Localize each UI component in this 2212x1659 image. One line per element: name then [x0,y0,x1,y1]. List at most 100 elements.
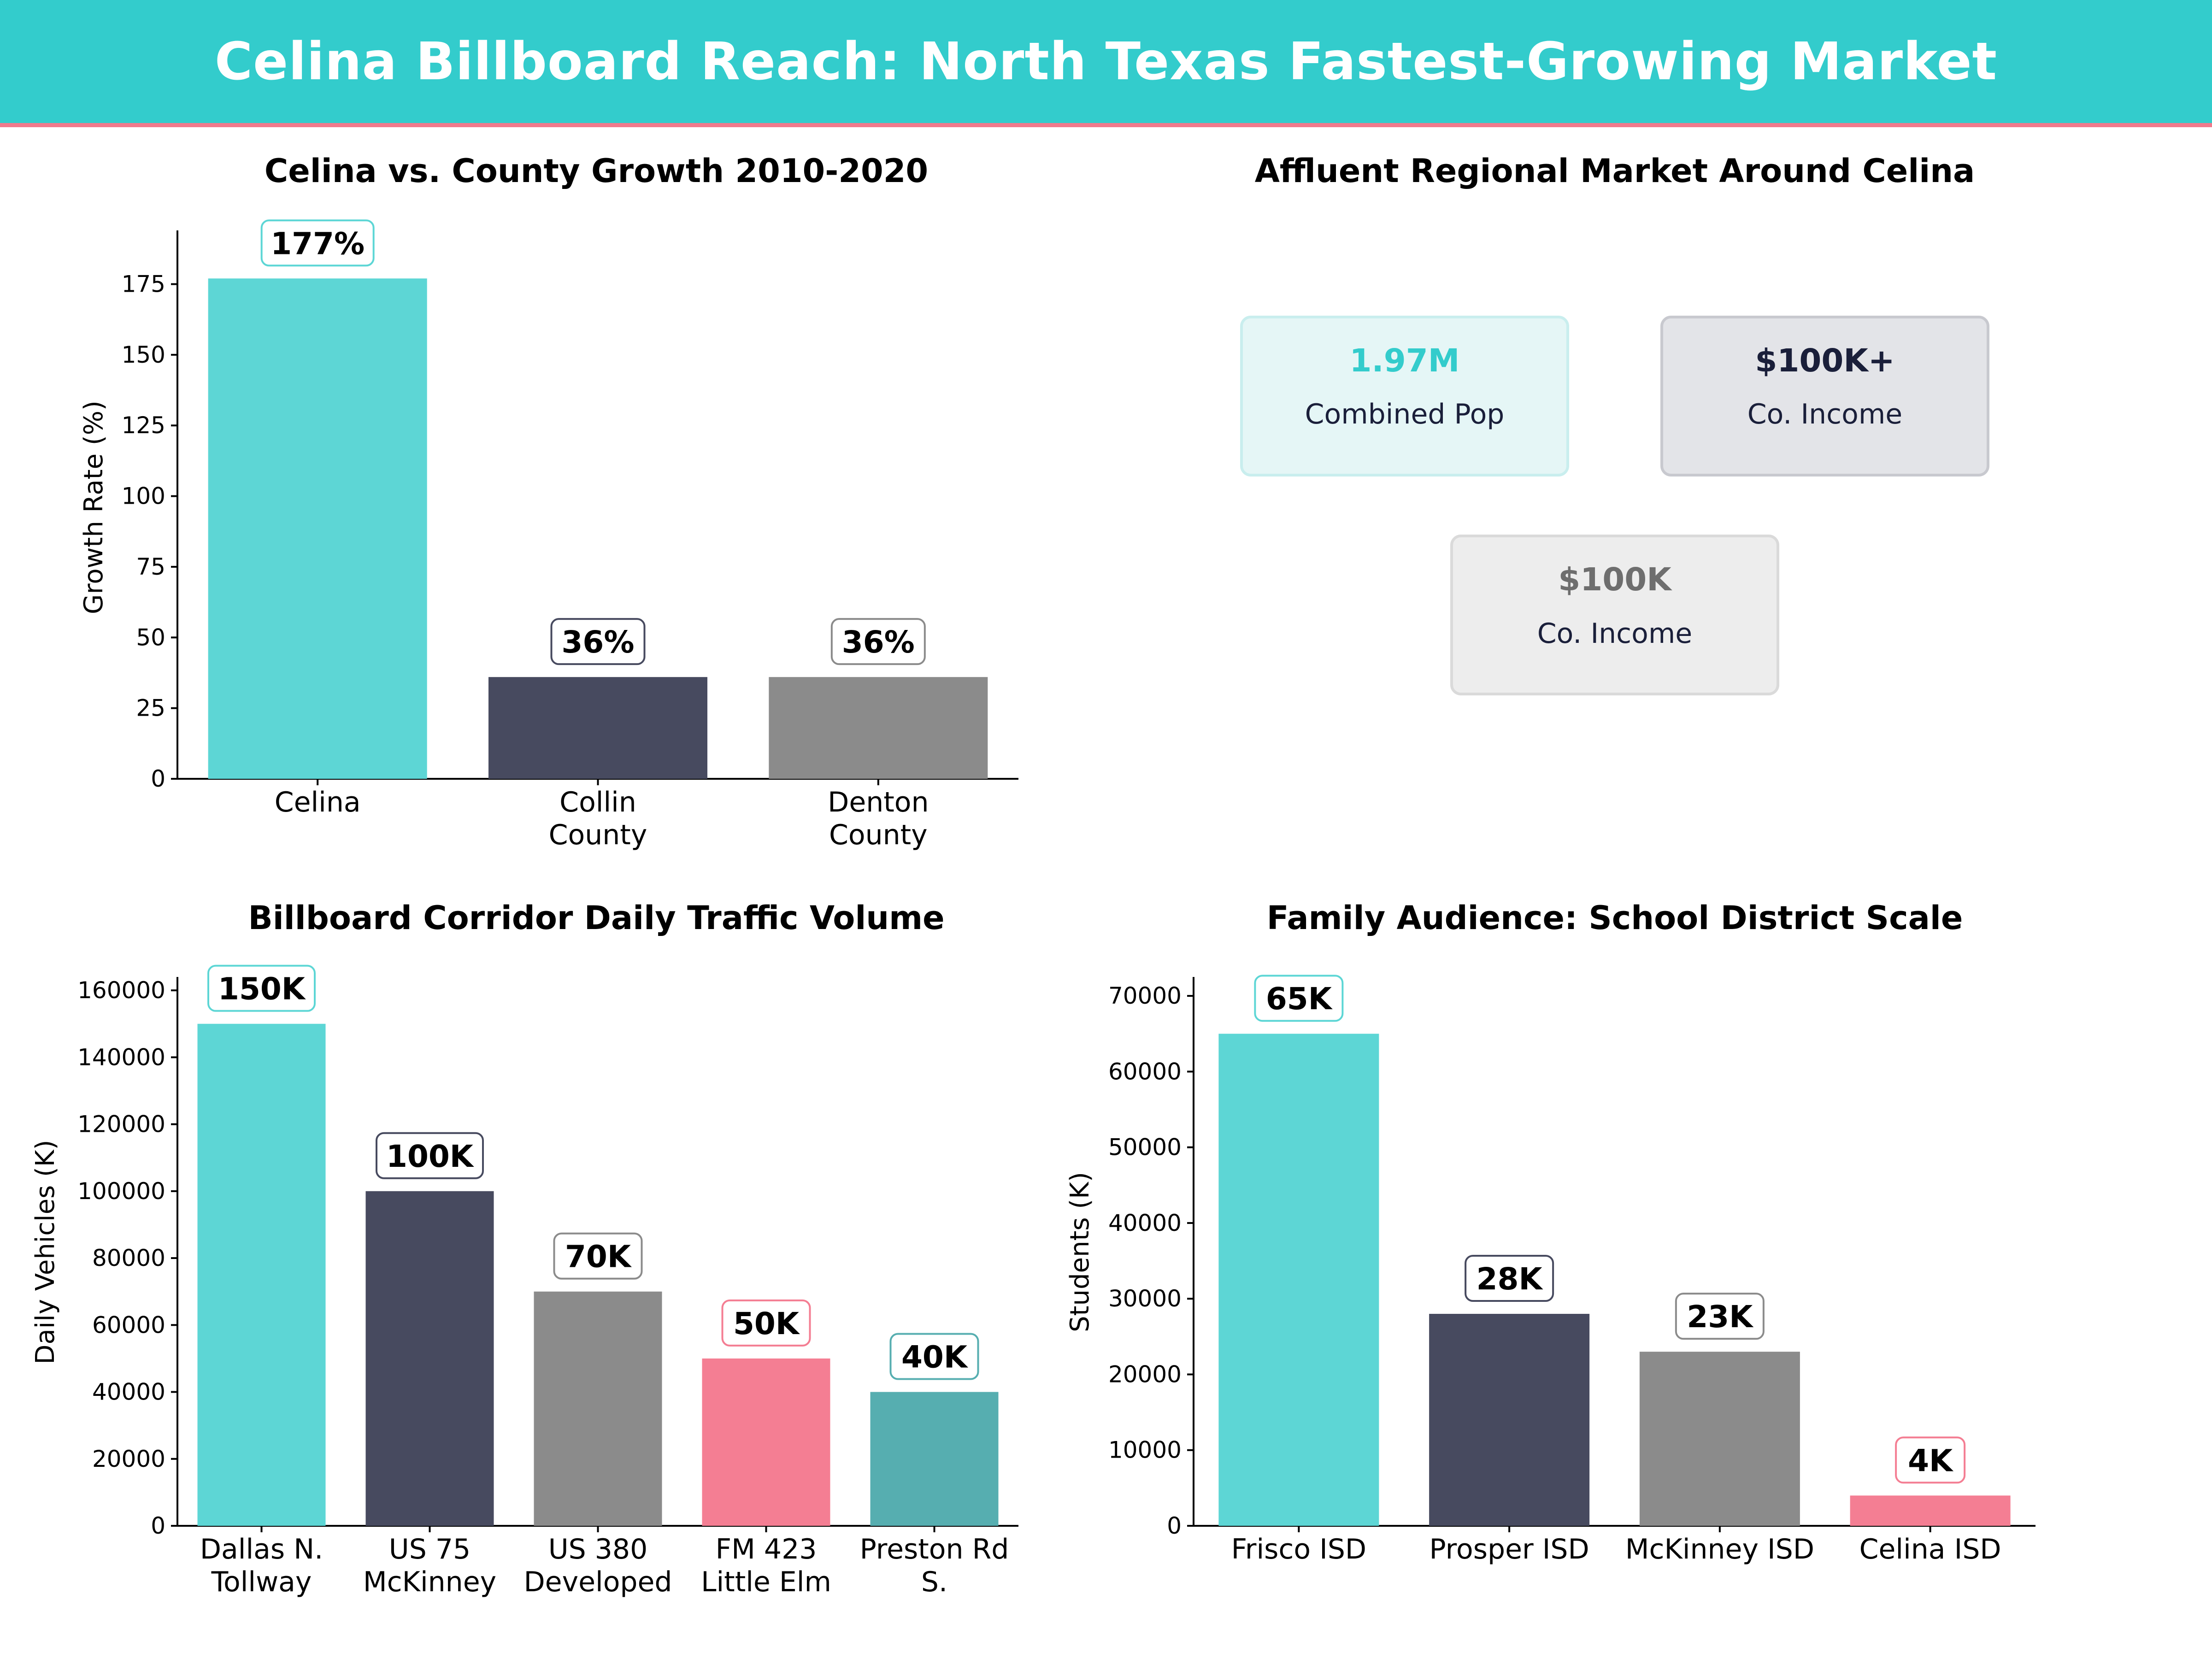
data-label-box [1675,1293,1765,1340]
bar [1850,1495,2011,1526]
data-label-box [207,965,316,1012]
growth-chart-ylabel: Growth Rate (%) [79,400,109,614]
school-chart-plot: 0 10000 20000 30000 40000 50000 60000 70000 65K F… [1108,975,2036,1565]
y-tick-label: 25 [136,695,165,722]
bar [1639,1352,1800,1526]
y-tick-label: 70000 [1108,982,1182,1009]
y-tick-label: 20000 [92,1446,165,1472]
y-tick-label: 120000 [77,1111,165,1138]
y-tick-label: 0 [151,765,165,792]
growth-chart: Celina vs. County Growth 2010-2020 Growt… [79,152,1018,851]
y-tick-label: 10000 [1108,1437,1182,1464]
y-tick-label: 175 [122,271,165,298]
bar [197,1024,326,1526]
data-label-box [1254,975,1344,1022]
bar [534,1291,662,1526]
data-label: 40K [901,1340,969,1375]
growth-chart-title: Celina vs. County Growth 2010-2020 [265,152,928,190]
school-chart: Family Audience: School District Scale S… [1065,899,2036,1565]
market-card-population: 1.97M Combined Pop [1240,316,1569,477]
data-label-box [550,618,646,665]
market-card-income-value: $100K [1558,561,1672,598]
bar [1218,1034,1379,1526]
category-label: Frisco ISD [1231,1533,1367,1565]
category-label: FM 423 Little Elm [701,1533,831,1598]
market-card-population-label: Combined Pop [1305,398,1505,430]
y-tick-label: 80000 [92,1245,165,1271]
growth-chart-plot: 0 25 50 75 100 125 150 175 177% Celina 36% Collin Co… [122,219,1018,851]
data-label-box [1895,1436,1966,1484]
bar [702,1358,830,1526]
category-label: McKinney ISD [1625,1533,1814,1565]
y-tick-label: 125 [122,412,165,439]
data-label: 70K [565,1239,632,1275]
data-label-box [260,219,375,267]
data-label-box [721,1299,811,1347]
y-tick-label: 100000 [77,1178,165,1205]
y-tick-label: 20000 [1108,1361,1182,1388]
y-tick-label: 30000 [1108,1285,1182,1312]
y-tick-label: 140000 [77,1044,165,1071]
data-label: 177% [271,226,365,261]
bar [208,278,427,779]
market-card-population-box [1240,316,1569,477]
data-label: 50K [733,1306,800,1341]
market-card-income-plus-value: $100K+ [1755,342,1894,379]
market-panel-title: Affluent Regional Market Around Celina [1255,152,1975,190]
category-label: Preston Rd S. [860,1533,1009,1598]
bar [769,677,988,779]
bar [1429,1314,1590,1526]
category-label: Denton County [828,786,929,851]
y-tick-label: 75 [136,553,165,580]
header-banner: Celina Billboard Reach: North Texas Fast… [0,0,2212,127]
data-label-box [889,1333,979,1380]
category-label: US 380 Developed [524,1533,672,1598]
bar [870,1392,999,1526]
market-card-income-label: Co. Income [1537,618,1692,650]
category-label: Dallas N. Tollway [200,1533,323,1598]
market-panel: Affluent Regional Market Around Celina 1… [1240,152,1989,695]
market-card-income-plus-label: Co. Income [1747,398,1902,430]
traffic-chart-ylabel: Daily Vehicles (K) [30,1140,60,1364]
y-tick-label: 60000 [92,1312,165,1338]
page-title: Celina Billboard Reach: North Texas Fast… [214,31,1998,92]
traffic-chart-title: Billboard Corridor Daily Traffic Volume [248,899,944,937]
y-tick-label: 50 [136,624,165,651]
category-label: Celina [275,786,361,818]
school-chart-title: Family Audience: School District Scale [1267,899,1963,937]
data-label-box [553,1232,643,1280]
y-tick-label: 160000 [77,977,165,1004]
traffic-chart: Billboard Corridor Daily Traffic Volume … [30,899,1018,1598]
data-label: 36% [562,624,635,660]
data-label: 65K [1266,981,1333,1017]
y-tick-label: 60000 [1108,1058,1182,1085]
data-label: 23K [1687,1299,1754,1335]
data-label-box [376,1132,484,1179]
bar [488,677,707,779]
y-tick-label: 150 [122,341,165,368]
category-label: Prosper ISD [1430,1533,1589,1565]
category-label: Collin County [549,786,647,851]
data-label: 28K [1477,1261,1544,1297]
y-tick-label: 40000 [92,1379,165,1406]
category-label: US 75 McKinney [363,1533,496,1598]
y-tick-label: 40000 [1108,1210,1182,1236]
y-tick-label: 0 [1167,1512,1182,1539]
data-label: 4K [1908,1443,1954,1478]
y-tick-label: 100 [122,483,165,510]
market-card-income-box [1450,535,1779,695]
data-label: 150K [218,971,306,1007]
data-label-box [830,618,926,665]
data-label: 36% [842,624,915,660]
market-card-income-plus-box [1660,316,1989,477]
traffic-chart-plot: 0 20000 40000 60000 80000 100000 120000 140000 1… [77,965,1018,1598]
school-chart-ylabel: Students (K) [1065,1172,1095,1332]
data-label-box [1465,1255,1554,1302]
bar [365,1191,494,1526]
category-label: Celina ISD [1859,1533,2001,1565]
market-card-population-value: 1.97M [1350,342,1460,379]
y-tick-label: 0 [151,1512,165,1539]
y-tick-label: 50000 [1108,1134,1182,1161]
